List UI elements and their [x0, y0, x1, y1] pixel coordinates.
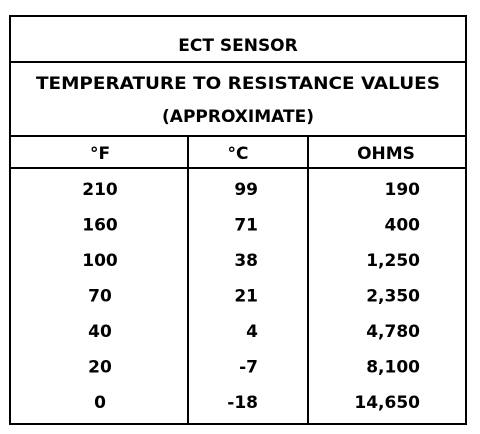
table-cell: 70 — [88, 287, 112, 307]
column-header: OHMS — [357, 144, 415, 164]
table-cell: 20 — [88, 358, 112, 378]
table-cell: 190 — [385, 180, 421, 200]
table-cell: 210 — [82, 180, 118, 200]
table-cell: 100 — [82, 251, 118, 271]
table-cell: -18 — [227, 393, 258, 413]
table-cell: 14,650 — [354, 393, 420, 413]
table-cell: 400 — [385, 216, 421, 236]
table-cell: 160 — [82, 216, 118, 236]
table-cell: 8,100 — [366, 358, 420, 378]
table-title: ECT SENSOR — [178, 36, 297, 56]
table-cell: 71 — [234, 216, 258, 236]
table-border — [9, 15, 467, 425]
table-subtitle: TEMPERATURE TO RESISTANCE VALUES — [36, 74, 440, 94]
table-subtitle: (APPROXIMATE) — [162, 107, 314, 127]
table-cell: 2,350 — [366, 287, 420, 307]
column-header: °C — [228, 144, 249, 164]
table-cell: 4 — [246, 322, 258, 342]
column-header: °F — [90, 144, 110, 164]
table-cell: 21 — [234, 287, 258, 307]
table-cell: 1,250 — [366, 251, 420, 271]
table-cell: -7 — [239, 358, 258, 378]
table-cell: 40 — [88, 322, 112, 342]
table-cell: 99 — [234, 180, 258, 200]
table-cell: 4,780 — [366, 322, 420, 342]
table-cell: 0 — [94, 393, 106, 413]
table-cell: 38 — [234, 251, 258, 271]
